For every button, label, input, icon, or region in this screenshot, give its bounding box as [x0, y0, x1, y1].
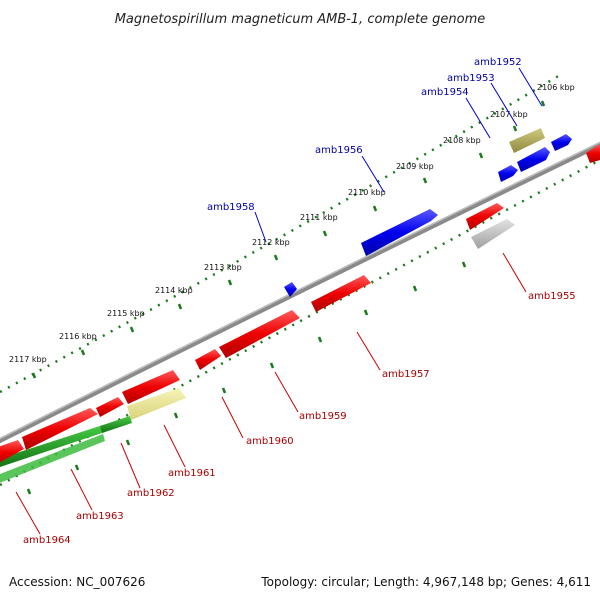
reverse-strand-genes — [0, 144, 600, 465]
gene-amb1954[interactable] — [517, 147, 550, 172]
inner-scale-track — [0, 158, 600, 487]
tick-label-2113: 2113 kbp — [204, 263, 242, 272]
label-amb1963[interactable]: amb1963 — [76, 511, 124, 522]
map-title: Magnetospirillum magneticum AMB-1, compl… — [115, 12, 486, 27]
inner-major-ticks — [26, 261, 467, 495]
forward-strand-genes — [284, 128, 572, 297]
tick-label-2107: 2107 kbp — [490, 110, 528, 119]
tick-label-2114: 2114 kbp — [155, 286, 193, 295]
tick-label-2109: 2109 kbp — [396, 162, 434, 171]
genome-backbone — [0, 141, 600, 444]
outer-major-ticks — [31, 100, 546, 379]
gene-amb1955[interactable] — [471, 219, 515, 249]
label-amb1962[interactable]: amb1962 — [127, 488, 175, 499]
tick-label-2111: 2111 kbp — [300, 213, 338, 222]
gene-amb1956[interactable] — [498, 165, 518, 182]
gc-bar-3 — [0, 434, 105, 483]
label-amb1953[interactable]: amb1953 — [447, 73, 495, 84]
gene-amb1958-cds[interactable] — [361, 209, 438, 256]
gene-amb1957[interactable] — [311, 275, 371, 312]
label-amb1961[interactable]: amb1961 — [168, 468, 216, 479]
label-amb1964[interactable]: amb1964 — [23, 535, 71, 546]
gene-amb1959[interactable] — [219, 310, 300, 358]
gene-amb1960-a[interactable] — [195, 349, 221, 370]
tick-label-2115: 2115 kbp — [107, 309, 145, 318]
label-amb1959[interactable]: amb1959 — [299, 411, 347, 422]
label-amb1960[interactable]: amb1960 — [246, 436, 294, 447]
label-amb1955[interactable]: amb1955 — [528, 291, 576, 302]
genome-summary-text: Topology: circular; Length: 4,967,148 bp… — [260, 575, 591, 589]
label-amb1956[interactable]: amb1956 — [315, 145, 363, 156]
gene-edge-red[interactable] — [586, 144, 600, 163]
label-amb1958[interactable]: amb1958 — [207, 202, 255, 213]
label-amb1952[interactable]: amb1952 — [474, 57, 522, 68]
bottom-leader-lines — [15, 252, 527, 535]
gene-amb1952[interactable] — [509, 128, 545, 153]
label-amb1957[interactable]: amb1957 — [382, 369, 430, 380]
tick-label-2116: 2116 kbp — [59, 332, 97, 341]
accession-text: Accession: NC_007626 — [9, 575, 145, 589]
tick-label-2117: 2117 kbp — [9, 355, 47, 364]
gene-amb1962-red[interactable] — [96, 397, 124, 417]
gene-amb1961[interactable] — [127, 388, 186, 420]
gene-amb1964-red[interactable] — [0, 440, 24, 465]
tick-label-2112: 2112 kbp — [252, 238, 290, 247]
genome-backbone-highlight — [0, 141, 600, 440]
label-amb1954[interactable]: amb1954 — [421, 87, 469, 98]
top-leader-lines — [254, 67, 543, 243]
tick-label-2108: 2108 kbp — [443, 136, 481, 145]
gc-bar-2 — [100, 416, 132, 433]
gc-bar-1 — [0, 425, 105, 467]
gene-amb1960[interactable] — [122, 370, 180, 404]
gene-amb1963-red[interactable] — [22, 408, 98, 450]
gene-amb1953[interactable] — [551, 134, 572, 151]
tick-label-2110: 2110 kbp — [348, 188, 386, 197]
tick-label-2106: 2106 kbp — [537, 83, 575, 92]
outer-scale-track — [0, 73, 561, 394]
gene-amb1955-red[interactable] — [466, 203, 504, 230]
gene-small-forward[interactable] — [284, 282, 297, 297]
